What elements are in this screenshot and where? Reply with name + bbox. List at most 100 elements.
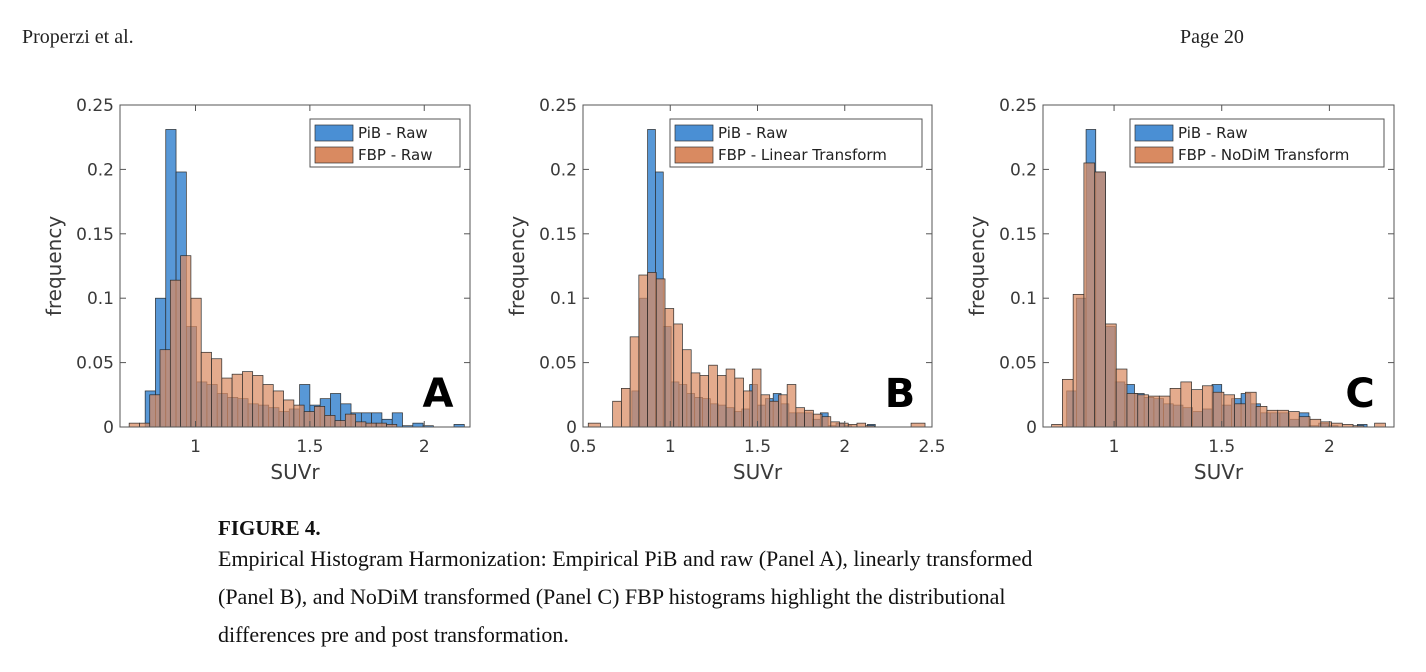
y-axis-label: frequency [42, 216, 66, 316]
histogram-bar [1298, 416, 1311, 428]
x-tick-label: 1 [190, 437, 201, 457]
x-tick-label: 2 [1324, 437, 1335, 457]
x-tick-label: 1 [1109, 437, 1120, 457]
y-tick-label: 0.2 [1010, 160, 1037, 180]
x-axis-label: SUVr [733, 460, 783, 484]
y-tick-label: 0.05 [999, 354, 1037, 374]
histogram-bar [334, 420, 346, 428]
y-axis-label: frequency [965, 216, 989, 316]
histogram-bar [1094, 171, 1106, 428]
y-tick-label: 0.25 [999, 96, 1037, 116]
histogram-bar [725, 368, 736, 428]
x-tick-label: 1.5 [744, 437, 771, 457]
histogram-bar [1115, 368, 1128, 428]
histogram-bar [272, 390, 284, 428]
histogram-bar [293, 404, 305, 428]
histogram-bar [1148, 395, 1160, 428]
legend-swatch [674, 124, 714, 142]
y-tick-label: 0.25 [539, 96, 577, 116]
histogram-bar [1191, 389, 1203, 428]
histogram-bar [200, 351, 212, 428]
caption-line-1: Empirical Histogram Harmonization: Empir… [218, 546, 1033, 571]
legend-swatch [314, 124, 354, 142]
histogram-bar [629, 336, 640, 428]
x-tick-label: 2 [419, 437, 430, 457]
x-axis-label: SUVr [270, 460, 320, 484]
histogram-bar [1374, 422, 1386, 428]
histogram-bar [1105, 323, 1117, 428]
histogram-bar [211, 358, 223, 428]
x-tick-label: 2 [839, 437, 850, 457]
histogram-bar [1083, 162, 1096, 428]
histogram-bar [612, 400, 622, 428]
histogram-bar [664, 308, 675, 428]
histogram-bar [190, 297, 202, 428]
histogram-bar [1245, 391, 1257, 428]
legend-swatch [1134, 146, 1174, 164]
histogram-bar [1137, 394, 1149, 428]
histogram-bar [1158, 395, 1171, 428]
chart-panel-a: 0 0.05 0.1 0.15 0.2 0.25 1 1.5 2 SUVr frequency PiB… [42, 96, 471, 484]
y-tick-label: 0 [1026, 418, 1037, 438]
histogram-bar [365, 422, 377, 428]
histogram-bar [149, 394, 161, 428]
legend-entry: FBP - NoDiM Transform [1178, 146, 1349, 164]
y-tick-label: 0.1 [1010, 289, 1037, 309]
histogram-bar [231, 373, 243, 428]
histogram-bar [1309, 418, 1322, 428]
figure-label: FIGURE 4. [218, 516, 321, 540]
histogram-bar [1277, 409, 1289, 428]
legend-swatch [314, 146, 354, 164]
y-tick-label: 0.2 [87, 160, 114, 180]
histogram-bar [344, 413, 356, 428]
histogram-bar [1201, 385, 1214, 428]
histogram-bar [751, 368, 762, 428]
histogram-bar [1072, 293, 1085, 428]
histogram-bar [1320, 421, 1332, 428]
histogram-bar [587, 422, 601, 428]
histogram-bar [159, 349, 171, 428]
histogram-bar [128, 422, 140, 428]
histogram-bar [734, 377, 744, 428]
histogram-bar [647, 272, 657, 428]
chart-panel-b: 0 0.05 0.1 0.15 0.2 0.25 0.5 1 1.5 2 2.5 SUVr freque… [505, 96, 946, 484]
legend-entry: PiB - Raw [1178, 124, 1248, 142]
histogram-bar [786, 384, 797, 428]
x-tick-label: 1 [665, 437, 676, 457]
y-tick-label: 0 [103, 418, 114, 438]
histogram-bar [717, 375, 727, 428]
plot-frame [1042, 104, 1395, 428]
legend-entry: FBP - Raw [358, 146, 432, 164]
histogram-bar [262, 384, 274, 428]
histogram-bar [812, 413, 823, 428]
histogram-bar [830, 421, 840, 428]
histogram-bar [1234, 403, 1246, 428]
histogram-bar [375, 422, 387, 428]
legend-entry: PiB - Raw [718, 124, 788, 142]
y-tick-label: 0.2 [550, 160, 577, 180]
histogram-bar [1331, 422, 1343, 428]
y-tick-label: 0.25 [76, 96, 114, 116]
histogram-bar [1126, 393, 1139, 428]
y-tick-label: 0.15 [999, 225, 1037, 245]
plot-frame [119, 104, 471, 428]
histogram-bar [1223, 394, 1236, 428]
histogram-bar [303, 411, 315, 428]
y-tick-label: 0.1 [550, 289, 577, 309]
histogram-bar [221, 377, 233, 428]
caption-line-2: (Panel B), and NoDiM transformed (Panel … [218, 584, 1006, 609]
panel-label: C [1345, 371, 1374, 417]
legend-swatch [1134, 124, 1174, 142]
y-tick-label: 0.05 [539, 354, 577, 374]
legend-swatch [674, 146, 714, 164]
histogram-bar [242, 371, 254, 428]
legend-entry: FBP - Linear Transform [718, 146, 887, 164]
histogram-bar [769, 400, 779, 428]
panel-label: B [885, 371, 916, 417]
histogram-bar [1180, 381, 1192, 428]
y-tick-label: 0 [566, 418, 577, 438]
histogram-bar [1212, 391, 1225, 428]
legend-entry: PiB - Raw [358, 124, 428, 142]
caption-line-3: differences pre and post transformation. [218, 622, 569, 647]
y-tick-label: 0.15 [76, 225, 114, 245]
